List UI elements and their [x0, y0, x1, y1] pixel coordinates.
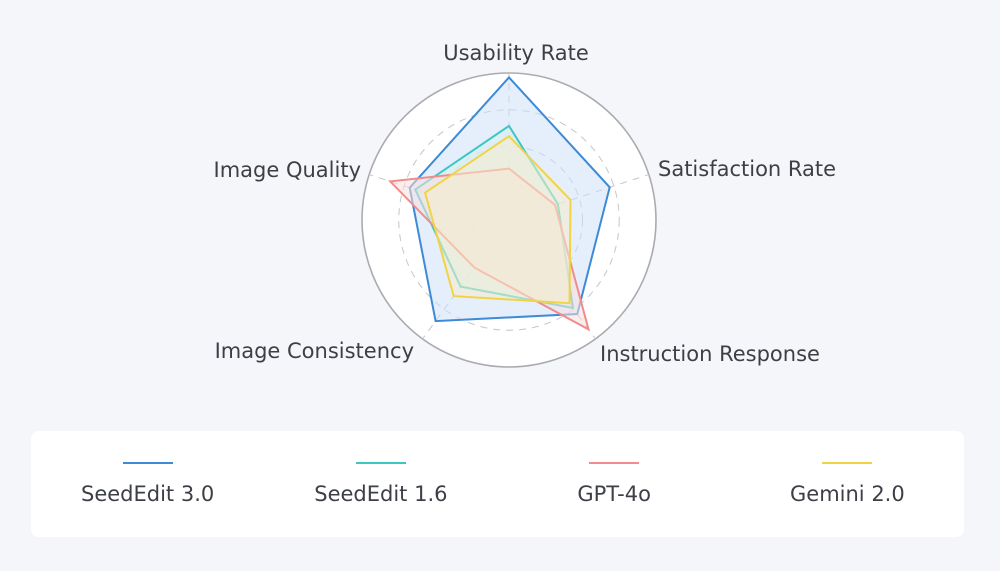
legend: SeedEdit 3.0 SeedEdit 1.6 GPT-4o Gemini …	[31, 431, 964, 537]
legend-swatch-seededit-1-6	[355, 462, 406, 464]
legend-label-gpt-4o: GPT-4o	[577, 482, 651, 506]
axis-labels: Usability Rate Satisfaction Rate Instruc…	[214, 41, 837, 366]
radar-spoke	[508, 174, 649, 221]
legend-item-seededit-1-6[interactable]: SeedEdit 1.6	[276, 462, 486, 506]
legend-label-gemini-2-0: Gemini 2.0	[790, 482, 905, 506]
axis-label-instruction-response: Instruction Response	[600, 342, 820, 366]
radar-series	[388, 75, 611, 332]
legend-swatch-gemini-2-0	[822, 462, 873, 464]
axis-label-usability-rate: Usability Rate	[443, 41, 589, 65]
axis-label-satisfaction-rate: Satisfaction Rate	[658, 157, 836, 181]
legend-item-seededit-3-0[interactable]: SeedEdit 3.0	[43, 462, 253, 506]
radar-grid-ring	[398, 109, 620, 331]
legend-swatch-seededit-3-0	[122, 462, 173, 464]
series-polygon-gemini-2-0	[423, 134, 572, 305]
radar-chart: Usability Rate Satisfaction Rate Instruc…	[214, 41, 837, 368]
legend-label-seededit-3-0: SeedEdit 3.0	[81, 482, 215, 506]
axis-label-image-quality: Image Quality	[214, 158, 361, 182]
legend-item-gemini-2-0[interactable]: Gemini 2.0	[742, 462, 952, 506]
legend-swatch-gpt-4o	[589, 462, 640, 464]
legend-label-seededit-1-6: SeedEdit 1.6	[314, 482, 448, 506]
axis-label-image-consistency: Image Consistency	[215, 339, 414, 363]
legend-item-gpt-4o[interactable]: GPT-4o	[509, 462, 719, 506]
